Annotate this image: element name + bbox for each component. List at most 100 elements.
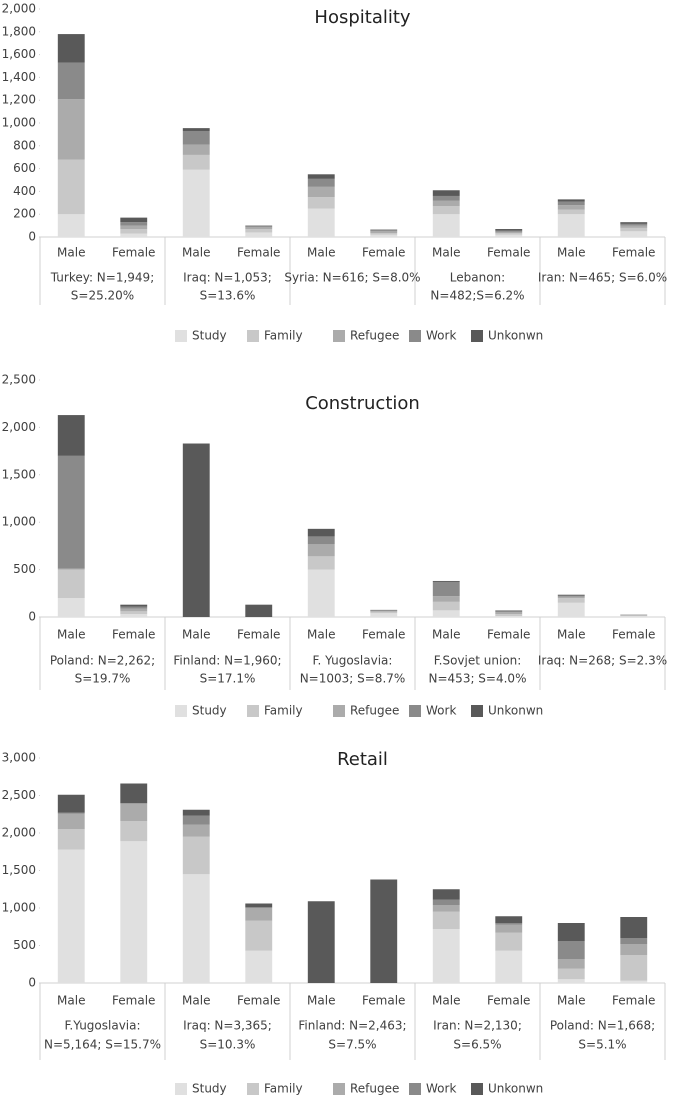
group-label: F.Yugoslavia: bbox=[64, 1019, 140, 1033]
x-tick-label: Male bbox=[57, 628, 85, 642]
bar-segment bbox=[120, 225, 148, 230]
bar-segment bbox=[557, 201, 585, 206]
legend-label: Family bbox=[264, 329, 303, 343]
legend-swatch bbox=[409, 1083, 421, 1095]
bar-segment bbox=[120, 783, 148, 803]
bar-segment bbox=[182, 836, 210, 875]
legend-label: Refugee bbox=[350, 329, 399, 343]
bar-segment bbox=[432, 190, 460, 196]
y-tick-label: 2,000 bbox=[2, 2, 36, 16]
bar-segment bbox=[370, 613, 398, 617]
bar-segment bbox=[557, 595, 585, 597]
x-tick-label: Female bbox=[237, 246, 280, 260]
bar-segment bbox=[620, 955, 648, 981]
y-tick-label: 1,000 bbox=[2, 901, 36, 915]
legend-swatch bbox=[471, 1083, 483, 1095]
bar-segment bbox=[495, 923, 523, 925]
bar-segment bbox=[432, 206, 460, 215]
legend-label: Unkonwn bbox=[488, 329, 543, 343]
bar-segment bbox=[57, 812, 85, 814]
bar-segment bbox=[432, 580, 460, 582]
bar-segment bbox=[432, 596, 460, 602]
legend-swatch bbox=[409, 330, 421, 342]
bar-segment bbox=[370, 610, 398, 612]
bar-segment bbox=[557, 596, 585, 599]
x-tick-label: Male bbox=[557, 994, 585, 1008]
bar-segment bbox=[432, 899, 460, 905]
bar-segment bbox=[57, 568, 85, 570]
bar-segment bbox=[182, 443, 210, 617]
bar-segment bbox=[120, 233, 148, 237]
bar-segment bbox=[557, 979, 585, 983]
legend-label: Refugee bbox=[350, 704, 399, 718]
y-tick-label: 800 bbox=[13, 138, 36, 152]
bar-segment bbox=[120, 614, 148, 617]
bar-segment bbox=[120, 803, 148, 821]
bar-segment bbox=[182, 144, 210, 155]
group-label: Iran: N=2,130; bbox=[433, 1019, 522, 1033]
bar-segment bbox=[57, 455, 85, 569]
x-tick-label: Female bbox=[362, 994, 405, 1008]
bar-segment bbox=[495, 932, 523, 951]
bar-segment bbox=[620, 944, 648, 956]
legend-label: Family bbox=[264, 1082, 303, 1096]
bar-segment bbox=[120, 608, 148, 612]
bar-segment bbox=[182, 154, 210, 170]
x-tick-label: Female bbox=[487, 246, 530, 260]
bar-segment bbox=[57, 829, 85, 850]
bar-segment bbox=[307, 901, 335, 983]
bar-segment bbox=[120, 222, 148, 226]
chart-title: Retail bbox=[337, 749, 388, 770]
legend-swatch bbox=[175, 330, 187, 342]
bar-segment bbox=[307, 528, 335, 537]
y-tick-label: 1,000 bbox=[2, 515, 36, 529]
group-label: Finland: N=1,960; bbox=[173, 654, 281, 668]
bar-segment bbox=[120, 217, 148, 223]
bar-segment bbox=[432, 905, 460, 912]
bar-segment bbox=[557, 214, 585, 237]
bar-segment bbox=[495, 950, 523, 983]
legend-swatch bbox=[333, 1083, 345, 1095]
x-tick-label: Male bbox=[57, 994, 85, 1008]
bar-segment bbox=[307, 174, 335, 179]
bar-segment bbox=[182, 824, 210, 837]
x-tick-label: Male bbox=[432, 994, 460, 1008]
bar-segment bbox=[495, 614, 523, 617]
bar-segment bbox=[432, 889, 460, 900]
group-label: Poland: N=1,668; bbox=[550, 1019, 655, 1033]
group-label: Iran: N=465; S=6.0% bbox=[538, 271, 667, 285]
bar-segment bbox=[245, 229, 273, 233]
bar-segment bbox=[120, 821, 148, 842]
bar-segment bbox=[245, 950, 273, 983]
y-tick-label: 200 bbox=[13, 207, 36, 221]
bar-segment bbox=[245, 604, 273, 617]
bar-segment bbox=[495, 616, 523, 617]
bar-segment bbox=[245, 907, 273, 908]
x-tick-label: Female bbox=[237, 994, 280, 1008]
y-tick-label: 1,800 bbox=[2, 24, 36, 38]
bar-segment bbox=[495, 916, 523, 923]
x-tick-label: Male bbox=[182, 628, 210, 642]
legend-swatch bbox=[175, 705, 187, 717]
bar-segment bbox=[432, 601, 460, 611]
bar-segment bbox=[307, 569, 335, 617]
y-tick-label: 1,600 bbox=[2, 47, 36, 61]
x-tick-label: Male bbox=[557, 246, 585, 260]
legend-label: Unkonwn bbox=[488, 704, 543, 718]
group-label: Iraq: N=268; S=2.3% bbox=[538, 654, 667, 668]
bar-segment bbox=[557, 598, 585, 603]
group-label: Poland: N=2,262; bbox=[50, 654, 155, 668]
y-tick-label: 600 bbox=[13, 161, 36, 175]
group-label: S=10.3% bbox=[200, 1038, 256, 1052]
legend-label: Work bbox=[426, 704, 456, 718]
bar-segment bbox=[182, 809, 210, 816]
bar-segment bbox=[57, 849, 85, 983]
bar-segment bbox=[620, 938, 648, 944]
group-label: S=13.6% bbox=[200, 289, 256, 303]
bar-segment bbox=[245, 227, 273, 230]
bar-segment bbox=[182, 169, 210, 237]
bar-segment bbox=[495, 231, 523, 234]
bar-segment bbox=[557, 594, 585, 596]
bar-segment bbox=[120, 229, 148, 234]
